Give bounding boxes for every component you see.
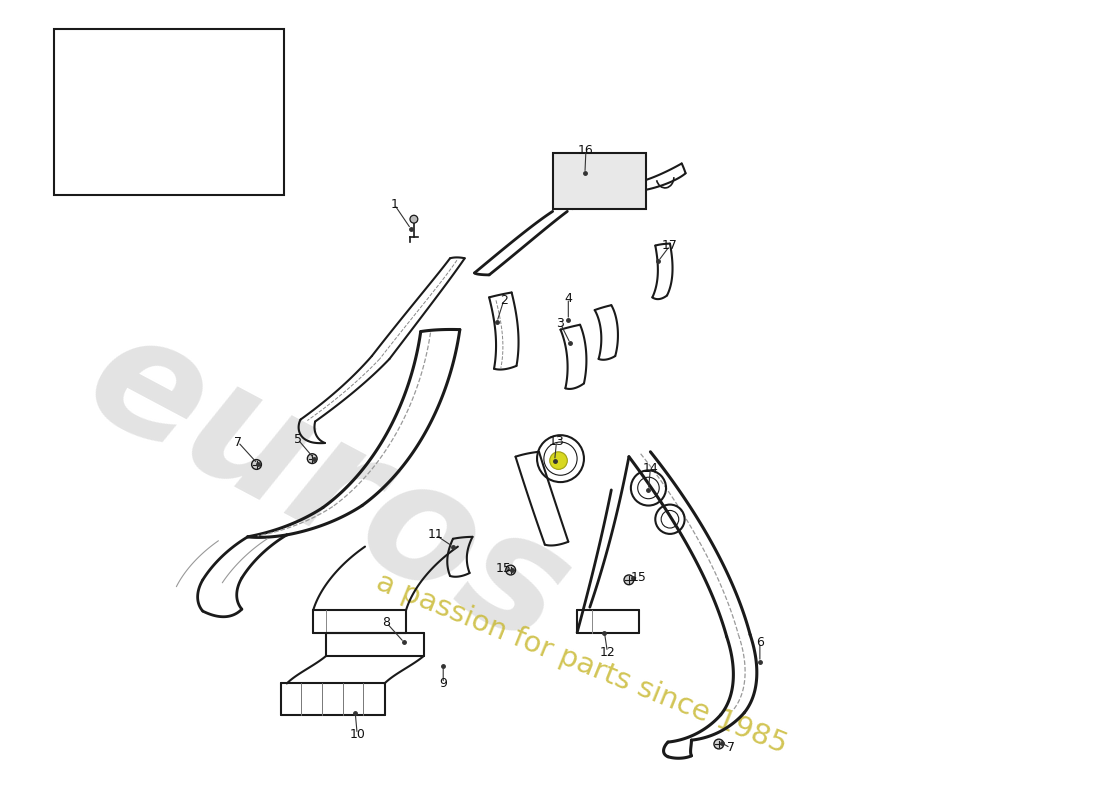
Text: 13: 13 xyxy=(549,434,564,447)
Text: 12: 12 xyxy=(600,646,615,658)
Circle shape xyxy=(307,454,317,463)
Circle shape xyxy=(410,215,418,223)
Text: 10: 10 xyxy=(350,728,365,741)
Text: 1: 1 xyxy=(390,198,398,211)
Bar xyxy=(552,153,646,210)
Circle shape xyxy=(550,452,568,470)
Circle shape xyxy=(506,565,516,575)
Text: 15: 15 xyxy=(630,571,647,584)
Text: 11: 11 xyxy=(428,528,443,542)
Text: 7: 7 xyxy=(234,435,242,449)
Text: 5: 5 xyxy=(294,433,301,446)
Text: 2: 2 xyxy=(499,294,508,307)
Text: 6: 6 xyxy=(756,636,763,649)
Text: 3: 3 xyxy=(557,318,564,330)
Circle shape xyxy=(252,460,262,470)
Bar xyxy=(54,29,284,194)
Text: 8: 8 xyxy=(383,616,390,630)
Circle shape xyxy=(624,575,634,585)
Text: 9: 9 xyxy=(439,677,447,690)
Text: 17: 17 xyxy=(662,239,678,252)
Text: euros: euros xyxy=(62,296,594,680)
Text: 16: 16 xyxy=(578,144,594,158)
Text: 15: 15 xyxy=(496,562,512,574)
Circle shape xyxy=(714,739,724,749)
Text: 4: 4 xyxy=(564,292,572,305)
Text: 14: 14 xyxy=(642,462,658,475)
Text: 7: 7 xyxy=(727,742,735,754)
Text: a passion for parts since 1985: a passion for parts since 1985 xyxy=(373,568,792,759)
